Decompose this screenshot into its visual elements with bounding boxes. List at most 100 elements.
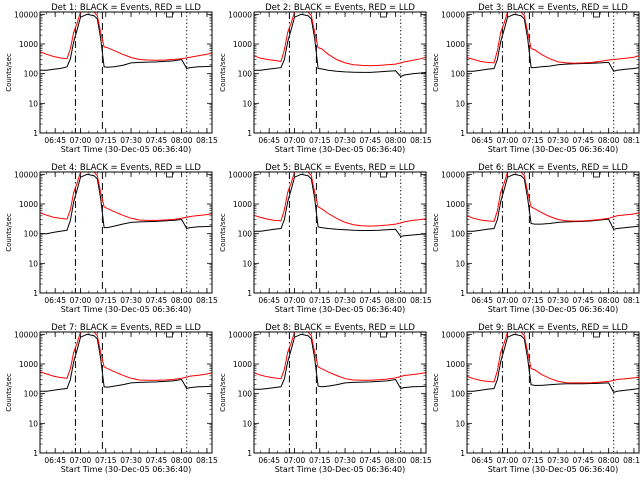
- lld-series-line: [467, 172, 639, 222]
- x-tick-label: 06:45: [471, 456, 493, 465]
- x-tick-label: 07:45: [360, 456, 382, 465]
- y-axis-label: Counts/sec: [5, 53, 13, 92]
- x-tick-label: 07:15: [522, 456, 544, 465]
- x-tick-label: 07:00: [284, 296, 306, 305]
- lld-series-line: [40, 172, 212, 221]
- x-tick-label: 07:00: [497, 456, 519, 465]
- x-tick-label: 06:45: [44, 136, 66, 145]
- x-tick-label: 07:15: [522, 296, 544, 305]
- panel-det-3: Det 3: BLACK = Events, RED = LLD 1 10 100 10…: [432, 3, 640, 154]
- y-tick-label: 1000: [233, 200, 252, 209]
- y-tick-label: 100: [24, 390, 39, 399]
- x-tick-label: 08:15: [623, 456, 640, 465]
- lld-series-line: [254, 172, 426, 227]
- y-tick-label: 10: [455, 99, 465, 108]
- y-tick-label: 1000: [233, 360, 252, 369]
- y-tick-label: 10: [242, 99, 252, 108]
- y-axis-label: Counts/sec: [219, 373, 227, 412]
- panel-det-7: Det 7: BLACK = Events, RED = LLD 1 10 100 10…: [5, 323, 218, 474]
- x-tick-label: 06:45: [258, 296, 280, 305]
- x-axis-label: Start Time (30-Dec-05 06:36:40): [488, 465, 619, 474]
- panel-title: Det 4: BLACK = Events, RED = LLD: [51, 163, 201, 173]
- x-tick-label: 06:45: [471, 136, 493, 145]
- x-tick-label: 08:15: [410, 296, 432, 305]
- x-tick-label: 08:00: [598, 296, 620, 305]
- x-tick-label: 07:30: [120, 456, 142, 465]
- x-tick-label: 07:45: [146, 296, 168, 305]
- events-series-line: [254, 13, 426, 78]
- y-tick-label: 100: [451, 390, 466, 399]
- events-series-line: [467, 13, 639, 72]
- panel-title: Det 1: BLACK = Events, RED = LLD: [51, 3, 201, 13]
- y-axis-label: Counts/sec: [432, 213, 440, 252]
- x-tick-label: 08:00: [598, 136, 620, 145]
- x-tick-label: 07:15: [309, 136, 331, 145]
- lld-series-line: [467, 12, 639, 64]
- panel-det-6: Det 6: BLACK = Events, RED = LLD 1 10 100 10…: [432, 163, 640, 314]
- y-axis-label: Counts/sec: [5, 373, 13, 412]
- x-tick-label: 08:00: [598, 456, 620, 465]
- x-tick-label: 07:45: [573, 296, 595, 305]
- panel-title: Det 9: BLACK = Events, RED = LLD: [478, 323, 628, 333]
- y-tick-label: 10000: [228, 10, 252, 19]
- x-tick-label: 08:00: [385, 136, 407, 145]
- x-tick-label: 07:00: [284, 136, 306, 145]
- y-axis-label: Counts/sec: [5, 213, 13, 252]
- events-series-line: [40, 173, 212, 235]
- y-tick-label: 1000: [19, 360, 38, 369]
- x-tick-label: 07:15: [95, 296, 117, 305]
- x-axis-label: Start Time (30-Dec-05 06:36:40): [275, 145, 406, 154]
- panel-title: Det 7: BLACK = Events, RED = LLD: [51, 323, 201, 333]
- panel-title: Det 5: BLACK = Events, RED = LLD: [265, 163, 415, 173]
- plot-frame: [39, 171, 213, 294]
- y-tick-label: 10: [242, 419, 252, 428]
- panel-det-8: Det 8: BLACK = Events, RED = LLD 1 10 100 10…: [219, 323, 432, 474]
- y-tick-label: 1: [33, 289, 38, 298]
- y-axis-label: Counts/sec: [219, 213, 227, 252]
- lld-series-line: [254, 12, 426, 67]
- y-tick-label: 1: [460, 289, 465, 298]
- x-tick-label: 07:45: [573, 136, 595, 145]
- x-axis-label: Start Time (30-Dec-05 06:36:40): [61, 465, 192, 474]
- y-axis-label: Counts/sec: [432, 373, 440, 412]
- x-tick-label: 07:15: [309, 296, 331, 305]
- x-tick-label: 08:15: [623, 136, 640, 145]
- x-tick-label: 08:00: [171, 296, 193, 305]
- y-tick-label: 1000: [19, 40, 38, 49]
- x-tick-label: 06:45: [44, 456, 66, 465]
- y-tick-label: 100: [24, 70, 39, 79]
- panel-det-9: Det 9: BLACK = Events, RED = LLD 1 10 100 10…: [432, 323, 640, 474]
- x-tick-label: 08:00: [385, 456, 407, 465]
- y-tick-label: 100: [238, 230, 253, 239]
- x-tick-label: 07:30: [334, 456, 356, 465]
- y-tick-label: 1: [33, 449, 38, 458]
- plot-frame: [466, 11, 640, 134]
- y-axis-label: Counts/sec: [432, 53, 440, 92]
- x-tick-label: 07:45: [360, 296, 382, 305]
- plot-frame: [253, 171, 427, 294]
- y-tick-label: 1: [460, 129, 465, 138]
- x-tick-label: 08:15: [623, 296, 640, 305]
- y-tick-label: 1: [247, 289, 252, 298]
- x-tick-label: 07:00: [70, 296, 92, 305]
- panel-det-4: Det 4: BLACK = Events, RED = LLD 1 10 100 10…: [5, 163, 218, 314]
- y-tick-label: 10: [242, 259, 252, 268]
- plot-frame: [466, 171, 640, 294]
- y-tick-label: 10000: [14, 170, 38, 179]
- y-tick-label: 10: [28, 99, 38, 108]
- events-series-line: [40, 333, 212, 392]
- x-axis-label: Start Time (30-Dec-05 06:36:40): [61, 145, 192, 154]
- x-tick-label: 07:30: [547, 136, 569, 145]
- y-tick-label: 10000: [228, 330, 252, 339]
- panel-title: Det 3: BLACK = Events, RED = LLD: [478, 3, 628, 13]
- x-tick-label: 07:45: [360, 136, 382, 145]
- y-tick-label: 1000: [446, 200, 465, 209]
- x-tick-label: 07:00: [70, 136, 92, 145]
- events-series-line: [254, 333, 426, 390]
- y-tick-label: 1: [247, 449, 252, 458]
- x-tick-label: 07:00: [70, 456, 92, 465]
- y-tick-label: 1: [33, 129, 38, 138]
- plot-frame: [39, 11, 213, 134]
- x-axis-label: Start Time (30-Dec-05 06:36:40): [488, 145, 619, 154]
